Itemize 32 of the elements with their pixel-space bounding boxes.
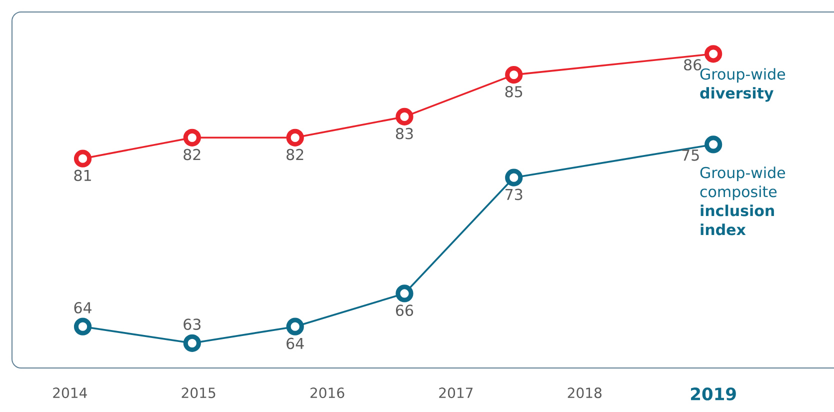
point — [505, 66, 523, 84]
point — [505, 168, 523, 186]
point — [396, 284, 414, 302]
data-label: 63 — [184, 318, 200, 330]
data-label: 81 — [74, 170, 91, 182]
data-label: 82 — [184, 148, 200, 160]
data-label: 82 — [286, 148, 304, 160]
x-tick-label: 2014 — [53, 388, 87, 398]
x-tick-label: 2017 — [439, 388, 473, 398]
series-label: Group-wide composite inclusion index — [700, 166, 786, 236]
point — [183, 128, 201, 146]
data-label: 86 — [684, 59, 702, 70]
x-tick-label: 2015 — [182, 388, 216, 398]
point — [704, 45, 722, 63]
point — [74, 318, 92, 336]
data-label: 64 — [286, 338, 304, 350]
x-tick-label: 2018 — [568, 388, 602, 398]
point — [396, 108, 414, 126]
data-label: 73 — [506, 188, 522, 200]
series-label: Group-wide diversity — [700, 68, 786, 102]
point — [286, 128, 304, 146]
data-label: 64 — [74, 302, 92, 314]
point — [704, 136, 722, 154]
point — [74, 150, 92, 168]
x-tick-label: 2019 — [691, 388, 736, 400]
data-label: 75 — [682, 150, 699, 161]
data-label: 66 — [396, 304, 414, 316]
point — [286, 318, 304, 336]
x-tick-label: 2016 — [310, 388, 344, 398]
data-label: 85 — [505, 86, 522, 98]
data-label: 83 — [396, 128, 413, 140]
point — [183, 334, 201, 352]
